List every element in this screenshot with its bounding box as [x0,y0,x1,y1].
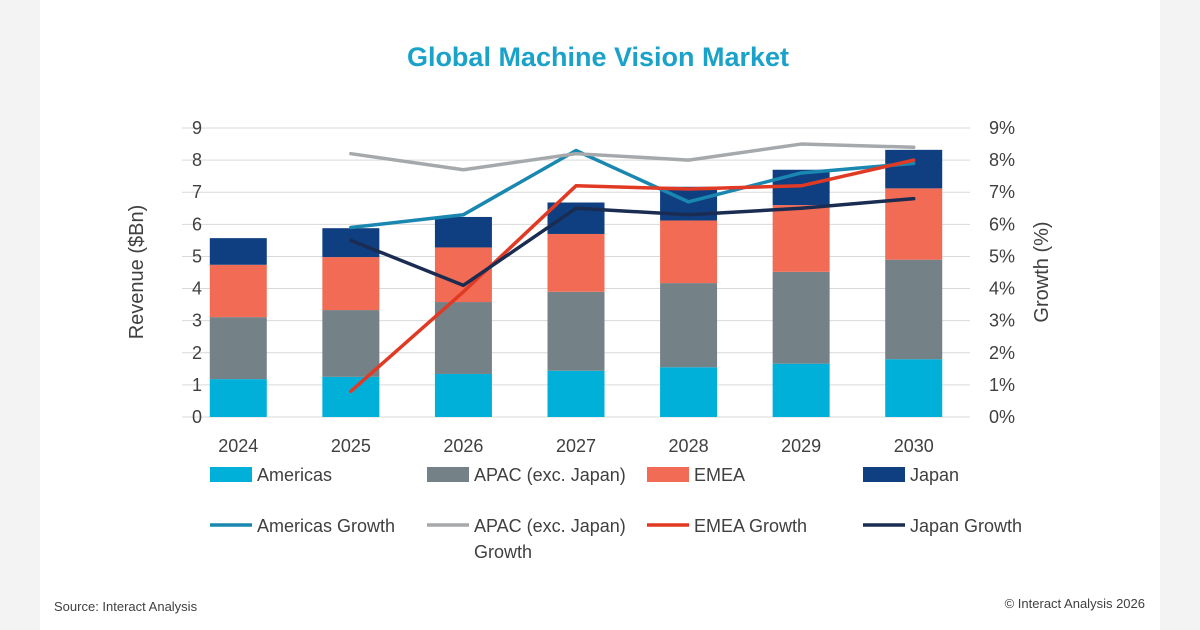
bar-americas-2028 [660,367,718,417]
bar-americas-2029 [772,363,830,417]
legend-label-apac-exc-japan: APAC (exc. Japan) [474,465,626,485]
y2-tick-label: 7% [989,182,1015,202]
y2-tick-label: 9% [989,118,1015,138]
right-axis-ticks: 0% 1% 2% 3% 4% 5% 6% 7% 8% 9% [989,118,1015,427]
y-tick-label: 1 [192,375,202,395]
y2-axis-label: Growth (%) [1031,221,1053,322]
x-tick-label: 2026 [443,436,483,456]
y-tick-label: 5 [192,246,202,266]
bar-japan-2024 [209,238,267,265]
y-tick-label: 6 [192,214,202,234]
bar-emea-2024 [209,264,267,318]
y2-tick-label: 0% [989,407,1015,427]
y2-tick-label: 8% [989,150,1015,170]
bar-apac-exc-japan-2028 [660,283,718,368]
y-axis-label: Revenue ($Bn) [126,205,148,340]
left-axis-ticks: 0 1 2 3 4 5 6 7 8 9 [192,118,202,427]
bar-apac-exc-japan-2027 [547,291,605,371]
bar-emea-2028 [660,220,718,284]
y2-tick-label: 5% [989,246,1015,266]
legend-label-apac-exc-japan-growth-cont: Growth [474,542,532,562]
bar-apac-exc-japan-2029 [772,271,830,364]
chart: Global Machine Vision Market 0123456789 … [54,42,1145,614]
bar-americas-2030 [885,359,943,417]
line-americas-growth [349,148,916,230]
bar-japan-2025 [322,228,380,258]
bar-apac-exc-japan-2025 [322,310,380,377]
x-tick-label: 2024 [218,436,258,456]
legend-swatch-americas [210,467,252,482]
x-tick-label: 2025 [331,436,371,456]
legend-label-emea-growth: EMEA Growth [694,516,807,536]
y-tick-label: 2 [192,343,202,363]
x-axis-ticks: 2024 2025 2026 2027 2028 2029 2030 [218,436,933,456]
growth-lines [349,142,916,394]
legend-label-emea: EMEA [694,465,745,485]
y-tick-label: 7 [192,182,202,202]
legend-swatch-japan [863,467,905,482]
legend: Americas APAC (exc. Japan) EMEA Japan Americ… [210,465,1022,562]
y-tick-label: 3 [192,311,202,331]
y2-tick-label: 4% [989,279,1015,299]
x-tick-label: 2027 [556,436,596,456]
bar-americas-2027 [547,370,605,417]
bar-americas-2025 [322,376,380,417]
bar-emea-2029 [772,205,830,272]
line-japan-growth [349,196,916,288]
legend-swatch-apac-exc-japan [427,467,469,482]
y-tick-label: 9 [192,118,202,138]
y-tick-label: 0 [192,407,202,427]
bar-apac-exc-japan-2024 [209,317,267,380]
y2-tick-label: 1% [989,375,1015,395]
line-emea-growth [349,158,916,394]
x-tick-label: 2028 [669,436,709,456]
bars [209,149,943,417]
bar-emea-2027 [547,233,605,292]
bar-apac-exc-japan-2030 [885,259,943,360]
bar-emea-2025 [322,257,380,311]
bar-japan-2030 [885,149,943,189]
legend-label-americas-growth: Americas Growth [257,516,395,536]
bar-japan-2026 [434,216,492,248]
bar-apac-exc-japan-2026 [434,302,492,374]
legend-label-japan: Japan [910,465,959,485]
legend-label-americas: Americas [257,465,332,485]
y-tick-label: 4 [192,279,202,299]
bar-americas-2024 [209,379,267,417]
y2-tick-label: 2% [989,343,1015,363]
source-note: Source: Interact Analysis [54,599,198,614]
line-apac-exc-japan-growth [349,142,916,172]
legend-label-japan-growth: Japan Growth [910,516,1022,536]
legend-swatch-emea [647,467,689,482]
copyright-note: © Interact Analysis 2026 [1005,596,1145,611]
chart-title: Global Machine Vision Market [407,42,789,72]
legend-label-apac-exc-japan-growth: APAC (exc. Japan) [474,516,626,536]
y-tick-label: 8 [192,150,202,170]
x-tick-label: 2030 [894,436,934,456]
y2-tick-label: 6% [989,214,1015,234]
bar-americas-2026 [434,373,492,417]
y2-tick-label: 3% [989,311,1015,331]
x-tick-label: 2029 [781,436,821,456]
